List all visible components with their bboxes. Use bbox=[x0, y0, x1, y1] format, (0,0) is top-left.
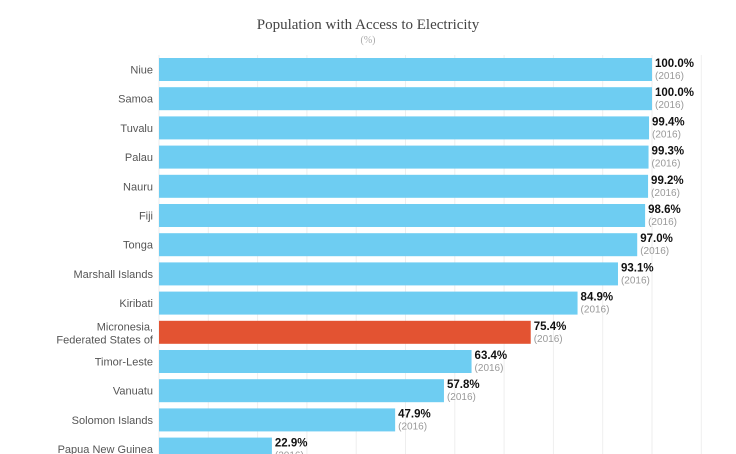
bar[interactable] bbox=[159, 350, 472, 373]
bar[interactable] bbox=[159, 379, 444, 403]
value-label: 63.4% bbox=[475, 350, 508, 362]
year-label: (2016) bbox=[398, 421, 427, 432]
value-label: 100.0% bbox=[655, 87, 694, 99]
category-label: Marshall Islands bbox=[74, 269, 154, 281]
bar[interactable] bbox=[159, 174, 649, 198]
category-label: Papua New Guinea bbox=[58, 444, 154, 454]
bar[interactable] bbox=[159, 233, 638, 257]
year-label: (2016) bbox=[651, 188, 680, 199]
year-label: (2016) bbox=[621, 275, 650, 286]
chart-subtitle: (%) bbox=[360, 35, 376, 46]
value-label: 98.6% bbox=[648, 204, 681, 216]
year-label: (2016) bbox=[447, 392, 476, 403]
category-label: Samoa bbox=[118, 94, 154, 106]
category-label: Solomon Islands bbox=[72, 415, 154, 427]
value-label: 75.4% bbox=[534, 321, 567, 333]
value-label: 22.9% bbox=[275, 438, 308, 450]
value-label: 57.8% bbox=[447, 379, 480, 391]
year-label: (2016) bbox=[648, 217, 677, 228]
year-label: (2016) bbox=[652, 159, 681, 170]
category-label: Micronesia, Federated States of bbox=[56, 321, 154, 346]
bar[interactable] bbox=[159, 408, 396, 432]
year-label: (2016) bbox=[534, 334, 563, 345]
value-label: 100.0% bbox=[655, 58, 694, 70]
bar[interactable] bbox=[159, 262, 618, 286]
value-label: 84.9% bbox=[581, 292, 614, 304]
value-label: 93.1% bbox=[621, 262, 654, 274]
bar[interactable] bbox=[159, 204, 646, 227]
category-label: Tonga bbox=[123, 240, 154, 252]
bar[interactable] bbox=[159, 58, 652, 81]
chart-title: Population with Access to Electricity bbox=[256, 17, 480, 33]
year-label: (2016) bbox=[652, 129, 681, 140]
year-label: (2016) bbox=[275, 451, 304, 454]
value-label: 97.0% bbox=[640, 233, 673, 245]
bar[interactable] bbox=[159, 116, 650, 140]
value-label: 99.4% bbox=[652, 116, 685, 128]
year-label: (2016) bbox=[581, 305, 610, 316]
value-label: 99.2% bbox=[651, 175, 684, 187]
category-label: Nauru bbox=[123, 181, 153, 193]
bar[interactable] bbox=[159, 87, 652, 111]
category-label: Timor-Leste bbox=[95, 357, 153, 369]
year-label: (2016) bbox=[655, 100, 684, 111]
bar[interactable] bbox=[159, 291, 578, 315]
bar[interactable] bbox=[159, 437, 272, 454]
category-label: Palau bbox=[125, 152, 153, 164]
bar[interactable] bbox=[159, 145, 649, 169]
category-label: Kiribati bbox=[119, 298, 153, 310]
year-label: (2016) bbox=[475, 363, 504, 374]
value-label: 47.9% bbox=[398, 408, 431, 420]
category-label: Niue bbox=[130, 65, 153, 77]
bar[interactable] bbox=[159, 320, 531, 344]
year-label: (2016) bbox=[655, 71, 684, 82]
category-label: Fiji bbox=[139, 211, 153, 223]
year-label: (2016) bbox=[640, 246, 669, 257]
value-label: 99.3% bbox=[652, 146, 685, 158]
category-label: Tuvalu bbox=[120, 123, 153, 135]
category-label: Vanuatu bbox=[113, 386, 153, 398]
